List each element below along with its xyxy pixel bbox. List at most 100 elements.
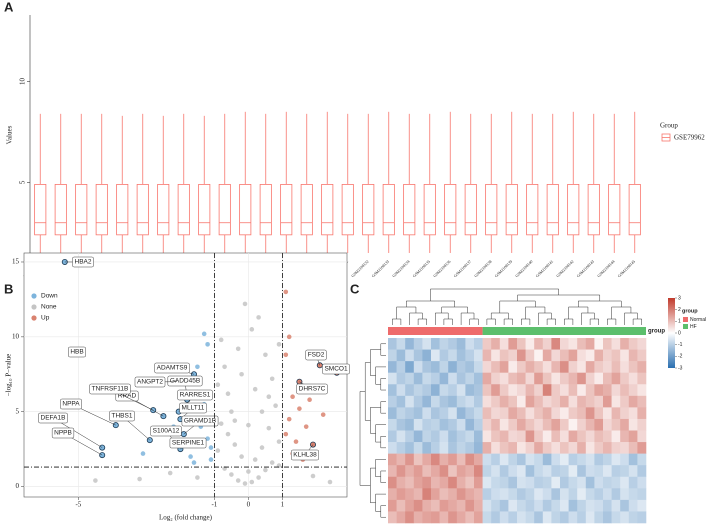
point (307, 397, 312, 402)
heatmap-cell (517, 372, 526, 385)
heatmap-cell (491, 511, 501, 524)
heatmap-cell (551, 395, 561, 408)
heatmap-cell (431, 372, 440, 385)
label-box (177, 389, 213, 401)
heatmap-cell (456, 476, 466, 489)
heatmap-cell (431, 442, 440, 454)
label-box (109, 410, 135, 422)
x-tick-label: GSM2108137 (453, 259, 473, 279)
heatmap-cell (517, 430, 526, 443)
color-bar-label: -3 (678, 365, 683, 371)
heatmap-cell (491, 430, 501, 443)
heatmap-cell (594, 430, 604, 443)
heatmap-cell (508, 384, 518, 397)
heatmap-cell (482, 384, 492, 397)
heatmap-cell (482, 453, 492, 466)
heatmap-cell (422, 430, 432, 443)
legend-label: HF (690, 324, 697, 330)
heatmap-cell (413, 418, 423, 431)
heatmap-cell (611, 511, 621, 524)
heatmap-cell (585, 349, 595, 362)
heatmap-cell (456, 511, 466, 524)
heatmap-cell (568, 430, 578, 443)
heatmap-cell (577, 349, 587, 362)
heatmap-cell (465, 465, 475, 478)
box (362, 184, 375, 236)
heatmap-cell (491, 476, 501, 489)
heatmap-cell (628, 488, 638, 501)
legend-label: GSE79962 (674, 134, 705, 142)
heatmap-cell (422, 511, 432, 524)
point (191, 460, 197, 465)
heatmap-cell (405, 499, 415, 512)
panel-label: A (4, 0, 14, 14)
heatmap-cell (448, 372, 458, 385)
color-bar-label: 2 (678, 307, 681, 313)
heatmap-cell (628, 349, 638, 362)
heatmap-cell (405, 372, 415, 385)
heatmap-cell (456, 453, 466, 466)
heatmap-cell (637, 361, 647, 373)
heatmap-cell (474, 349, 483, 362)
box (608, 184, 621, 236)
heatmap-cell (422, 442, 432, 454)
heatmap-cell (465, 407, 475, 420)
heatmap-cell (534, 418, 544, 431)
heatmap-cell (542, 453, 552, 466)
heatmap-cell (594, 511, 604, 524)
heatmap-cell (388, 511, 397, 524)
heatmap-cell (525, 395, 535, 408)
heatmap-cell (585, 476, 595, 489)
point (276, 439, 282, 444)
heatmap-cell (534, 442, 544, 454)
heatmap-cell (396, 465, 406, 478)
point (297, 406, 302, 411)
heatmap-cell (568, 453, 578, 466)
heatmap-cell (560, 384, 569, 397)
box (280, 184, 293, 236)
legend-label: None (41, 304, 57, 311)
heatmap-cell (560, 476, 569, 489)
heatmap-cell (637, 511, 647, 524)
heatmap-cell (628, 338, 638, 350)
point (222, 364, 227, 370)
heatmap-cell (439, 511, 449, 524)
heatmap-cell (517, 453, 526, 466)
heatmap-cell (465, 338, 475, 350)
heatmap-cell (499, 499, 509, 512)
heatmap-cell (585, 361, 595, 373)
x-tick-label: -1 (211, 501, 217, 509)
heatmap-cell (568, 442, 578, 454)
heatmap-cell (534, 488, 544, 501)
heatmap-cell (388, 384, 397, 397)
heatmap-cell (448, 338, 458, 350)
heatmap-cell (611, 349, 621, 362)
y-axis-title: −log₁₀ P−value (5, 354, 13, 397)
heatmap-cell (448, 488, 458, 501)
heatmap-cell (474, 418, 483, 431)
heatmap-cell (620, 511, 630, 524)
heatmap-cell (499, 349, 509, 362)
heatmap-cell (525, 338, 535, 350)
heatmap-cell (431, 499, 440, 512)
box (628, 184, 641, 236)
heatmap-cell (560, 349, 569, 362)
point (180, 431, 187, 438)
heatmap-cell (594, 418, 604, 431)
point (235, 478, 241, 483)
heatmap-cell (525, 407, 535, 420)
label-box (305, 349, 327, 361)
heatmap-cell (439, 395, 449, 408)
heatmap-cell (620, 349, 630, 362)
heatmap-cell (456, 488, 466, 501)
box (464, 184, 477, 236)
heatmap-cell (517, 476, 526, 489)
heatmap-cell (611, 338, 621, 350)
heatmap-cell (611, 499, 621, 512)
heatmap-cell (508, 511, 518, 524)
x-tick-label: GSM2108139 (494, 259, 514, 279)
heatmap-cell (413, 407, 423, 420)
heatmap-cell (413, 511, 423, 524)
heatmap-cell (465, 453, 475, 466)
